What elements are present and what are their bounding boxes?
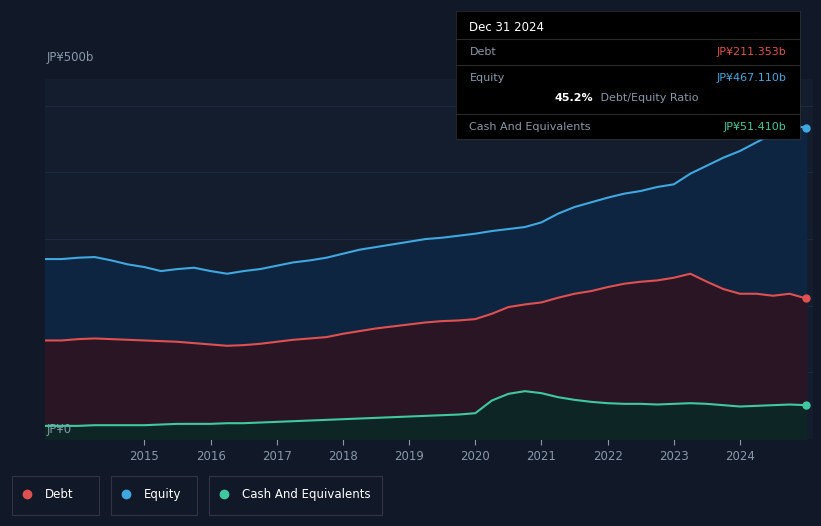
- Text: JP¥500b: JP¥500b: [47, 52, 94, 65]
- Text: Cash And Equivalents: Cash And Equivalents: [470, 122, 591, 132]
- Text: Equity: Equity: [470, 73, 505, 83]
- Text: Equity: Equity: [144, 488, 181, 501]
- Text: Debt: Debt: [45, 488, 74, 501]
- Text: 45.2%: 45.2%: [555, 93, 594, 103]
- Text: Debt/Equity Ratio: Debt/Equity Ratio: [597, 93, 699, 103]
- Text: Cash And Equivalents: Cash And Equivalents: [242, 488, 371, 501]
- Text: JP¥0: JP¥0: [47, 422, 71, 436]
- Text: JP¥211.353b: JP¥211.353b: [717, 47, 787, 57]
- Text: Dec 31 2024: Dec 31 2024: [470, 21, 544, 34]
- Text: JP¥51.410b: JP¥51.410b: [724, 122, 787, 132]
- Text: Debt: Debt: [470, 47, 496, 57]
- Text: JP¥467.110b: JP¥467.110b: [717, 73, 787, 83]
